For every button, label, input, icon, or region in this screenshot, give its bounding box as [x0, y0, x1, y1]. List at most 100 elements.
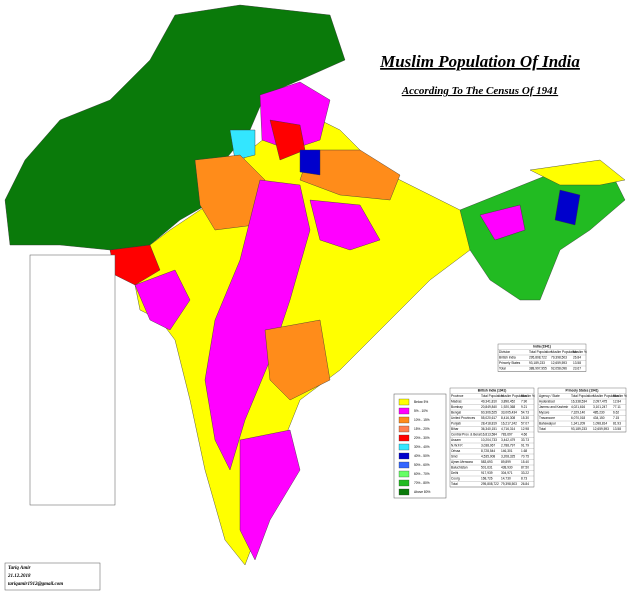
title: Muslim Population Of India [379, 52, 580, 71]
table-cell: 26.84 [573, 356, 581, 360]
table-cell: 15.30 [521, 416, 529, 420]
region-east-yellow [529, 159, 626, 186]
table-cell: 7.15 [613, 416, 619, 420]
table-cell: 57.07 [521, 422, 529, 426]
table-cell: 295,808,722 [529, 356, 547, 360]
table-cell: 8,416,308 [501, 416, 515, 420]
table-cell: 388,997,955 [529, 367, 547, 371]
region-assam-blue [554, 189, 581, 226]
table-cell: 93,189,233 [571, 427, 587, 431]
table-header: Muslim Population [593, 394, 619, 398]
table-cell: Travancore [539, 416, 555, 420]
table-cell: Orissa [451, 449, 460, 453]
table-cell: 1,341,209 [571, 422, 585, 426]
table-cell: 12.84 [613, 400, 621, 404]
table-cell: 13.58 [573, 361, 581, 365]
table-cell: 783,697 [501, 433, 513, 437]
table-cell: British India [499, 356, 516, 360]
legend-label: Below 5% [414, 400, 428, 404]
table-cell: 33.73 [521, 438, 529, 442]
table-cell: 33,005,434 [501, 411, 517, 415]
table-cell: Sind [451, 455, 458, 459]
table-cell: 91.79 [521, 444, 529, 448]
legend-label: 20% - 30% [414, 436, 430, 440]
table-cell: 146,301 [501, 449, 513, 453]
table-cell: 917,939 [481, 471, 493, 475]
table-cell: 583,693 [481, 460, 493, 464]
table-cell: 304,971 [501, 471, 513, 475]
table-cell: 4,716,314 [501, 427, 515, 431]
legend-label: 30% - 40% [414, 445, 430, 449]
table-header: Muslim Population [551, 350, 577, 354]
table-cell: 485,230 [593, 411, 605, 415]
legend-swatch [398, 443, 410, 451]
table-cell: 81.93 [613, 422, 621, 426]
table-cell: Delhi [451, 471, 459, 475]
table-cell: Total [539, 427, 546, 431]
table-header: Province [451, 394, 464, 398]
legend-label: 5% - 10% [414, 409, 428, 413]
table-header: Muslim % [573, 350, 587, 354]
table-cell: 23.67 [573, 367, 581, 371]
table-cell: Bombay [451, 405, 463, 409]
table-cell: Jammu and Kashmir [539, 405, 569, 409]
table-header: Muslim % [521, 394, 535, 398]
table-cell: 12,659,593 [551, 361, 567, 365]
legend-swatch [398, 488, 410, 496]
region-bengal-mixed [479, 204, 526, 241]
table-cell: 77.11 [613, 405, 621, 409]
table-cell: 36,340,151 [481, 427, 497, 431]
region-south [239, 429, 301, 561]
table-cell: 14,730 [501, 477, 511, 481]
table-cell: 3,208,325 [501, 455, 515, 459]
table-cell: Coorg [451, 477, 460, 481]
table-cell: 4,535,008 [481, 455, 495, 459]
table-cell: 2,788,797 [501, 444, 515, 448]
index-box [29, 254, 116, 506]
table-header: Muslim % [613, 394, 627, 398]
region-central [309, 199, 381, 251]
table-cell: 12.98 [521, 427, 529, 431]
table-header: Total Population [571, 394, 594, 398]
table-cell: 3,101,247 [593, 405, 607, 409]
table-cell: 79,398,503 [551, 356, 567, 360]
table-cell: 3,038,067 [481, 444, 495, 448]
table-cell: 49,341,810 [481, 400, 497, 404]
table-cell: 8,728,544 [481, 449, 495, 453]
table-title: Princely States (1941) [566, 389, 599, 393]
table-cell: Assam [451, 438, 461, 442]
author-email: tariqamir1912@gmail.com [8, 582, 63, 587]
table-cell: Total [499, 367, 506, 371]
table-cell: 6,070,018 [571, 416, 585, 420]
table-cell: 20,849,840 [481, 405, 497, 409]
table-cell: 8.73 [521, 477, 527, 481]
region-cyan [229, 129, 256, 161]
table-header: Muslim Population [501, 394, 527, 398]
legend-label: Above 80% [414, 490, 430, 494]
table-cell: Ajmer-Merwara [451, 460, 473, 464]
table-cell: Madras [451, 400, 462, 404]
table-cell: 54.73 [521, 411, 529, 415]
table-cell: 1.68 [521, 449, 527, 453]
table-header: Total Population [481, 394, 504, 398]
region-north [4, 4, 346, 251]
legend-label: 60% - 70% [414, 472, 430, 476]
author-date: 21.12.2018 [7, 574, 31, 579]
legend-swatch [398, 461, 410, 469]
region-kutch [134, 269, 191, 331]
legend-swatch [398, 416, 410, 424]
table-title: India (1941) [533, 345, 551, 349]
table-cell: Princely States [499, 361, 521, 365]
table-cell: 7,329,140 [571, 411, 585, 415]
legend-swatch [398, 479, 410, 487]
table-cell: 55,020,617 [481, 416, 497, 420]
table-cell: 92,058,096 [551, 367, 567, 371]
table-cell: Hyderabad [539, 400, 555, 404]
table-header: Division [499, 350, 510, 354]
table-cell: 16,813,584 [481, 433, 497, 437]
table-cell: 9.21 [521, 405, 527, 409]
table-cell: 295,808,722 [481, 482, 499, 486]
table-cell: N.W.F.P. [451, 444, 463, 448]
table-cell: 434,150 [593, 416, 605, 420]
